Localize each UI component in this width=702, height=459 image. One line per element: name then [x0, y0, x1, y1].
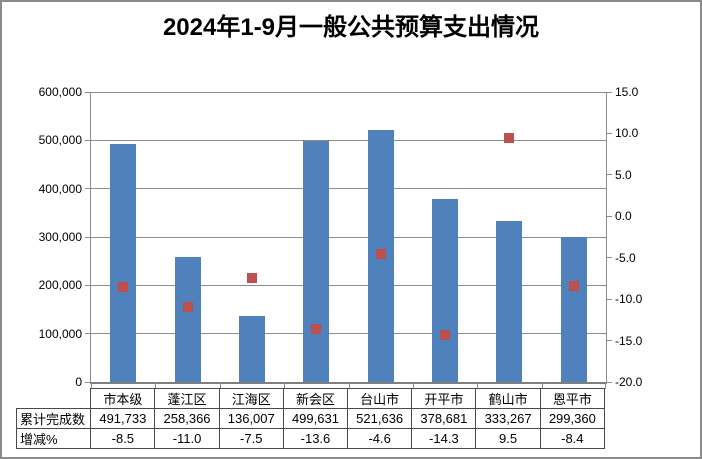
x-axis-tick — [477, 382, 478, 389]
x-axis-tick — [284, 382, 285, 389]
right-axis-label: -5.0 — [615, 250, 636, 265]
table-row: 累计完成数 491,733 258,366 136,007 499,631 521,636… — [15, 408, 606, 429]
table-corner-cell — [17, 389, 91, 409]
x-axis-tick — [605, 382, 606, 389]
data-table: 市本级 蓬江区 江海区 新会区 台山市 开平市 鹤山市 恩平市 累计完成数 491,733 258,… — [15, 388, 606, 449]
table-cell: 258,366 — [154, 408, 220, 429]
right-axis-label: 5.0 — [615, 167, 632, 182]
left-axis-label: 0 — [75, 375, 82, 389]
left-axis-tick — [85, 284, 91, 286]
scatter-marker — [375, 249, 386, 260]
right-axis-label: -20.0 — [615, 375, 643, 389]
plot-area: 0 100,000 200,000 300,000 400,000 500,000 600,… — [39, 86, 642, 389]
table-cell: -8.5 — [90, 428, 156, 449]
bar — [238, 316, 265, 382]
scatter-marker — [118, 281, 129, 292]
table-cell: -4.6 — [347, 428, 413, 449]
scatter-marker — [440, 329, 451, 340]
left-axis-label: 600,000 — [38, 85, 82, 99]
x-axis-tick — [91, 382, 92, 389]
right-axis-label: 0.0 — [615, 209, 632, 224]
gridline — [91, 284, 606, 286]
left-axis-tick — [85, 91, 91, 93]
right-axis-tick — [606, 215, 612, 217]
table-header-cell: 恩平市 — [539, 388, 606, 409]
gridline — [91, 91, 606, 93]
gridline — [91, 139, 606, 141]
table-cell: 333,267 — [475, 408, 541, 429]
table-row-label: 累计完成数 — [15, 408, 92, 429]
scatter-marker — [504, 132, 515, 143]
bar — [174, 257, 201, 382]
table-cell: -14.3 — [411, 428, 477, 449]
bar — [496, 220, 523, 382]
right-axis-label: -10.0 — [615, 292, 643, 307]
table-header-cell: 江海区 — [218, 388, 284, 409]
x-axis-tick — [542, 382, 543, 389]
bar — [432, 198, 459, 382]
table-cell: 9.5 — [475, 428, 541, 449]
gridline — [91, 188, 606, 190]
left-axis-label: 200,000 — [38, 278, 82, 293]
table-cell: 378,681 — [411, 408, 477, 429]
right-axis-tick — [606, 257, 612, 259]
left-axis-label: 500,000 — [38, 133, 82, 148]
table-cell: 499,631 — [282, 408, 349, 429]
table-header-cell: 市本级 — [90, 388, 156, 409]
right-axis-tick — [606, 132, 612, 134]
table-header-cell: 新会区 — [282, 388, 349, 409]
table-cell: -8.4 — [539, 428, 606, 449]
table-header-cell: 台山市 — [347, 388, 413, 409]
right-axis-label: -15.0 — [615, 333, 643, 348]
bar — [560, 237, 587, 382]
right-axis-tick — [606, 340, 612, 342]
left-axis-label: 300,000 — [38, 230, 82, 244]
table-cell: 136,007 — [218, 408, 284, 429]
table-cell: -11.0 — [154, 428, 220, 449]
left-axis-label: 100,000 — [38, 326, 82, 341]
table-cell: 491,733 — [90, 408, 156, 429]
right-axis-tick — [606, 174, 612, 176]
right-axis-tick — [606, 381, 612, 383]
table-cell: 521,636 — [347, 408, 413, 429]
scatter-marker — [311, 323, 322, 334]
right-axis-tick — [606, 298, 612, 300]
table-row-label: 增减% — [15, 428, 92, 449]
table-header-cell: 开平市 — [411, 388, 477, 409]
left-axis-tick — [85, 236, 91, 238]
table-header-cell: 蓬江区 — [154, 388, 220, 409]
right-axis-label: 10.0 — [615, 126, 639, 141]
table-header-cell: 鹤山市 — [475, 388, 541, 409]
x-axis-tick — [413, 382, 414, 389]
left-axis-label: 400,000 — [38, 181, 82, 196]
left-axis-tick — [85, 139, 91, 141]
x-axis-tick — [349, 382, 350, 389]
scatter-marker — [568, 280, 579, 291]
table-cell: 299,360 — [539, 408, 606, 429]
right-axis-tick — [606, 91, 612, 93]
x-axis-tick — [220, 382, 221, 389]
left-axis-tick — [85, 188, 91, 190]
chart-title: 2024年1-9月一般公共预算支出情况 — [162, 14, 540, 41]
gridline — [91, 236, 606, 238]
x-axis-tick — [155, 382, 156, 389]
table-cell: -13.6 — [282, 428, 349, 449]
scatter-marker — [246, 273, 257, 284]
bar — [110, 144, 137, 382]
left-axis-tick — [85, 333, 91, 335]
scatter-marker — [182, 302, 193, 313]
table-cell: -7.5 — [218, 428, 284, 449]
right-axis-label: 15.0 — [615, 85, 639, 99]
table-row: 增减% -8.5 -11.0 -7.5 -13.6 -4.6 -14.3 9.5 -8.4 — [15, 428, 606, 449]
bar — [303, 140, 330, 382]
left-axis-tick — [85, 381, 91, 383]
gridline — [91, 333, 606, 335]
